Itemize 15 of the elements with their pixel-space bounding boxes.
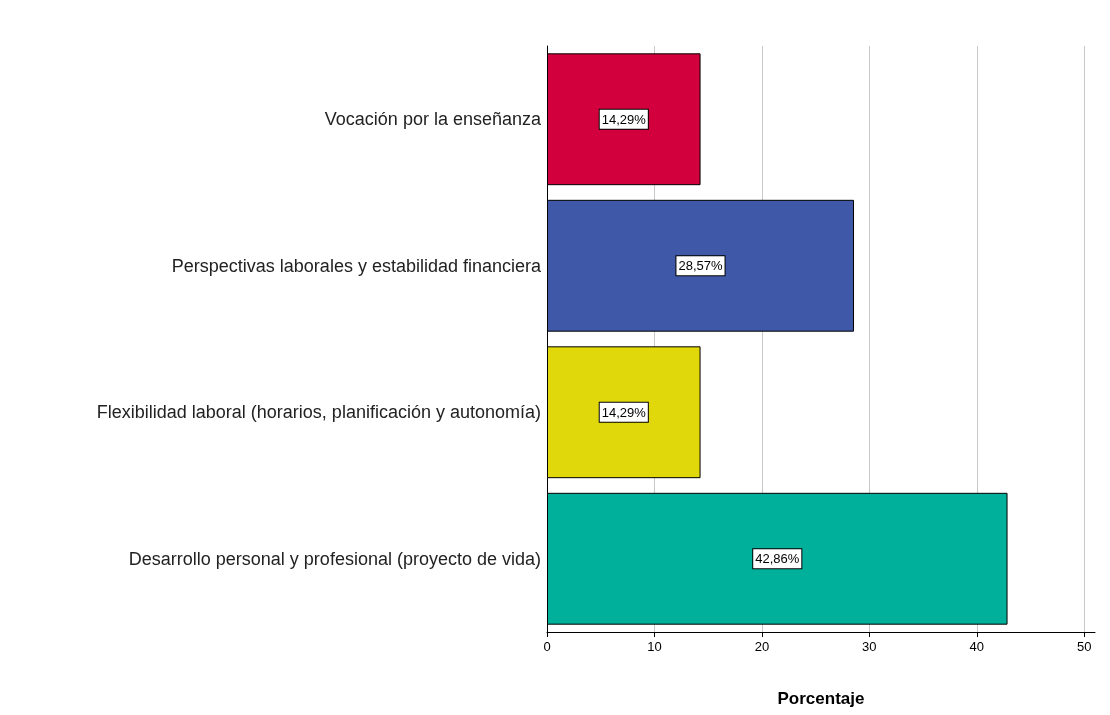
x-tick-label: 30	[862, 639, 877, 654]
x-axis-title: Porcentaje	[777, 689, 865, 708]
y-tick-label: Perspectivas laborales y estabilidad financiera	[171, 255, 542, 276]
y-tick-label: Flexibilidad laboral (horarios, planificación y autonomía)	[96, 402, 541, 423]
x-tick-label: 40	[969, 639, 985, 654]
y-tick-label: Desarrollo personal y profesional (proyecto de vida)	[128, 548, 541, 569]
data-label: 14,29%	[601, 404, 647, 420]
data-label: 42,86%	[755, 551, 800, 567]
x-tick-label: 0	[543, 639, 551, 654]
x-tick-label: 50	[1077, 639, 1092, 654]
data-label: 28,57%	[678, 258, 723, 274]
x-tick-label: 20	[754, 639, 770, 654]
y-tick-label: Vocación por la enseñanza	[324, 109, 542, 130]
data-label: 14,29%	[601, 111, 647, 127]
x-tick-label: 10	[647, 639, 662, 654]
